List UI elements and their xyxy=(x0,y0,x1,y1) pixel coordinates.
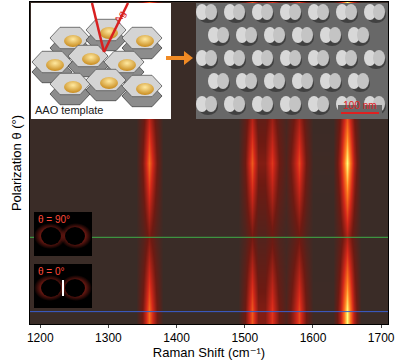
svg-text:1200: 1200 xyxy=(27,331,54,345)
svg-text:1600: 1600 xyxy=(300,331,327,345)
svg-text:θ = 90°: θ = 90° xyxy=(38,214,70,225)
svg-text:Polarization θ (°): Polarization θ (°) xyxy=(9,115,24,211)
svg-text:AAO template: AAO template xyxy=(35,104,103,116)
svg-text:100 nm: 100 nm xyxy=(343,100,376,111)
svg-text:Ag: Ag xyxy=(112,9,127,25)
svg-text:Raman Shift (cm⁻¹): Raman Shift (cm⁻¹) xyxy=(153,345,265,360)
svg-text:1400: 1400 xyxy=(163,331,190,345)
svg-text:1300: 1300 xyxy=(95,331,122,345)
svg-text:1500: 1500 xyxy=(231,331,258,345)
svg-text:1700: 1700 xyxy=(368,331,395,345)
svg-text:θ = 0°: θ = 0° xyxy=(38,266,65,277)
